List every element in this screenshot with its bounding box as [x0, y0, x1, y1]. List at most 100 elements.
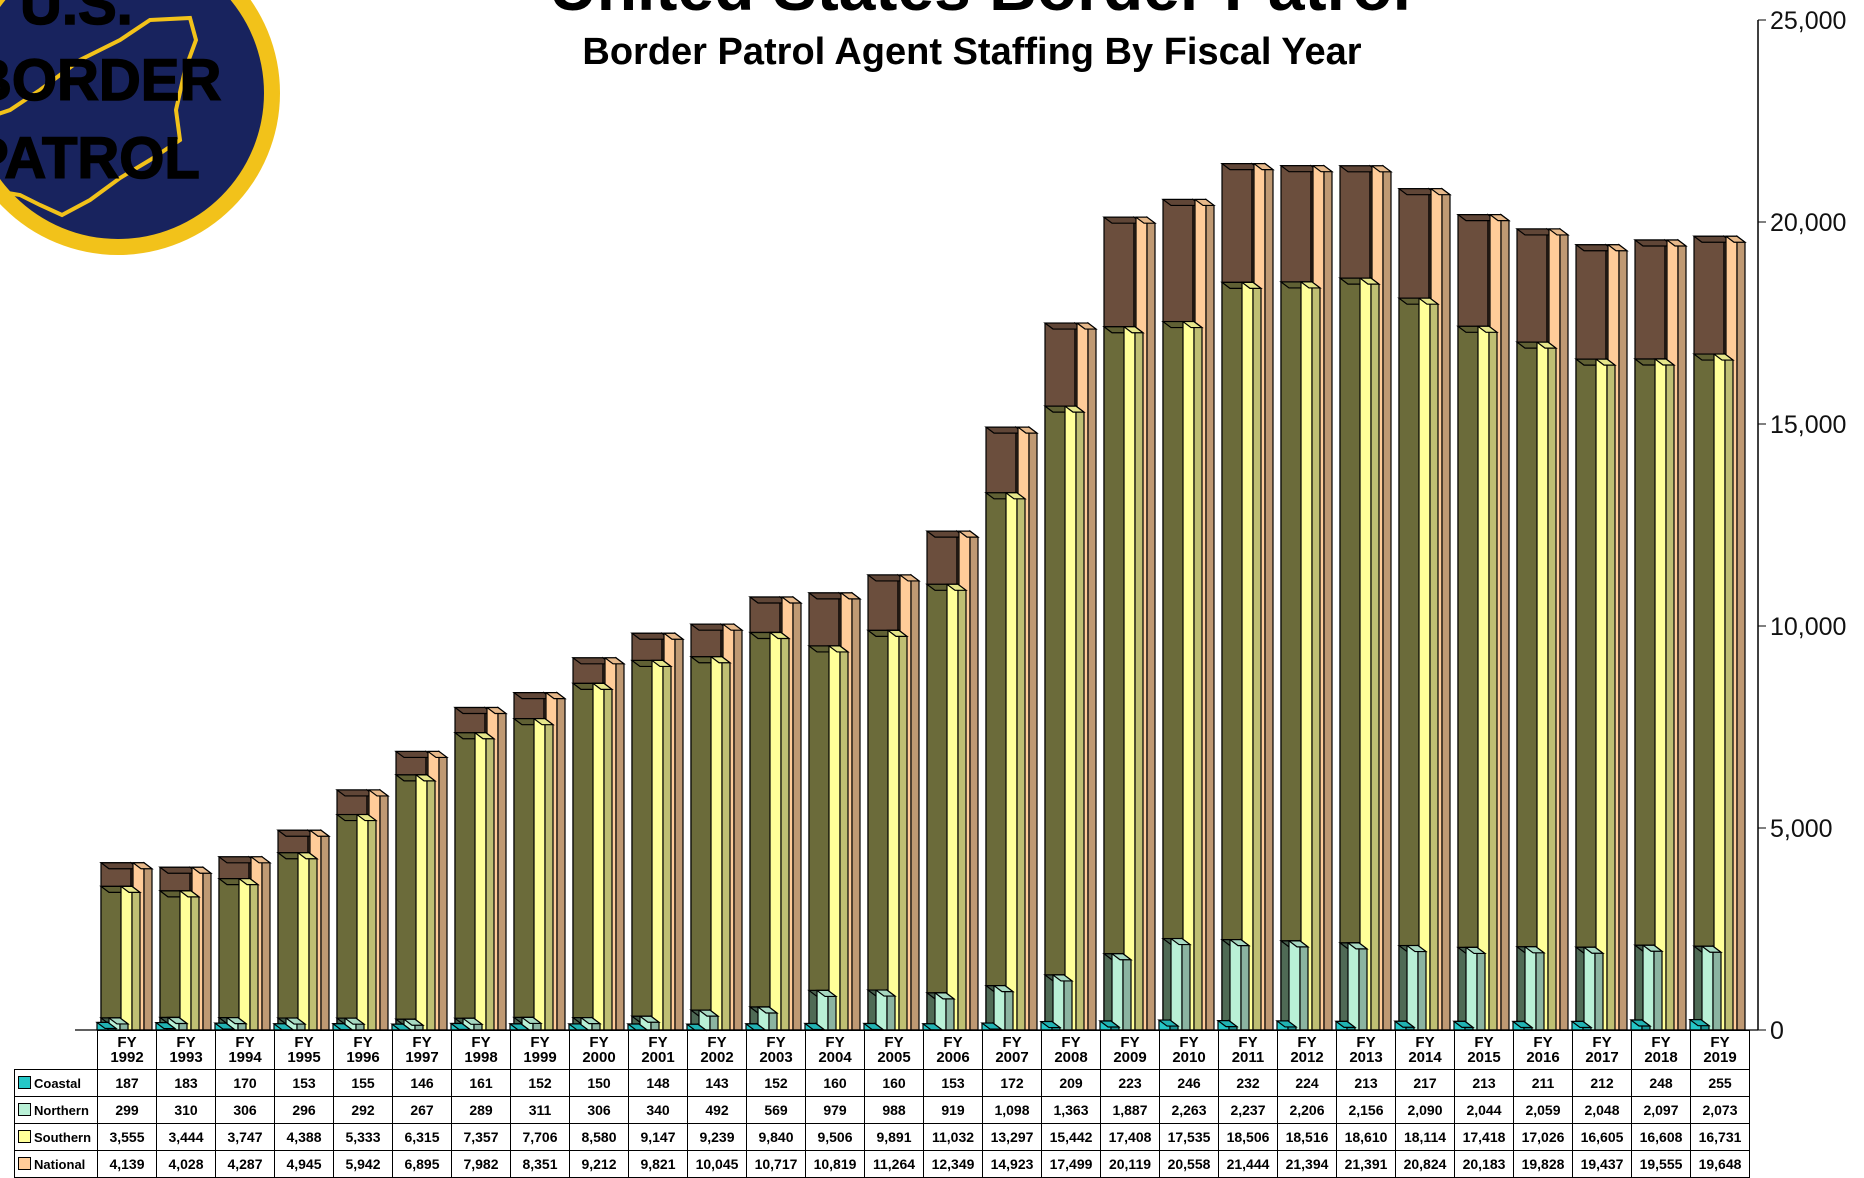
bar-southern-front	[709, 655, 732, 1031]
bar-northern-front	[756, 1005, 779, 1031]
bar-northern-front	[1228, 938, 1251, 1031]
data-cell: 988	[864, 1096, 924, 1124]
bar-southern-front	[886, 629, 909, 1031]
bar-coastal-front	[390, 1022, 413, 1032]
bar-southern-front	[1712, 352, 1735, 1031]
data-cell: 9,840	[746, 1123, 806, 1151]
category-label: FY 2001	[628, 1030, 688, 1070]
bar-southern-front	[768, 631, 791, 1031]
data-cell: 246	[1159, 1069, 1219, 1097]
data-cell: 8,351	[510, 1150, 570, 1178]
legend-swatch	[18, 1102, 31, 1116]
logo-text-us: U.S.	[20, 0, 133, 37]
category-label: FY 2011	[1218, 1030, 1278, 1070]
data-cell: 4,388	[274, 1123, 334, 1151]
data-cell: 15,442	[1041, 1123, 1101, 1151]
category-label: FY 1992	[97, 1030, 157, 1070]
bar-southern-front	[532, 717, 555, 1031]
y-tick-label: 10,000	[1770, 613, 1846, 641]
category-label: FY 2008	[1041, 1030, 1101, 1070]
data-cell: 3,444	[156, 1123, 216, 1151]
data-cell: 2,237	[1218, 1096, 1278, 1124]
bar-southern-front	[945, 583, 968, 1031]
data-cell: 3,555	[97, 1123, 157, 1151]
bar-coastal-front	[1334, 1020, 1357, 1031]
data-cell: 170	[215, 1069, 275, 1097]
data-cell: 292	[333, 1096, 393, 1124]
data-cell: 19,437	[1572, 1150, 1632, 1178]
bar-northern-front	[1346, 941, 1369, 1031]
data-cell: 2,090	[1395, 1096, 1455, 1124]
data-cell: 569	[746, 1096, 806, 1124]
bar-northern-front	[697, 1008, 720, 1031]
data-cell: 17,408	[1100, 1123, 1160, 1151]
table-row: Coastal 187 183 170 153 155 146 161 152 150 148 143…	[14, 1069, 1750, 1097]
data-cell: 2,156	[1336, 1096, 1396, 1124]
table-row: Southern 3,555 3,444 3,747 4,388 5,333 6,315 7,…	[14, 1123, 1750, 1151]
data-cell: 7,706	[510, 1123, 570, 1151]
bar-coastal-front	[1570, 1020, 1593, 1031]
bar-northern-front	[1582, 946, 1605, 1031]
legend-entry: Northern	[14, 1096, 98, 1124]
data-cell: 6,315	[392, 1123, 452, 1151]
data-cell: 7,357	[451, 1123, 511, 1151]
us-map-outline	[0, 15, 199, 218]
table-row: Northern 299 310 306 296 292 267 289 311 306 340 49…	[14, 1096, 1750, 1124]
data-cell: 4,287	[215, 1150, 275, 1178]
data-cell: 289	[451, 1096, 511, 1124]
bar-coastal-front	[1629, 1018, 1652, 1031]
data-cell: 21,444	[1218, 1150, 1278, 1178]
table-corner	[15, 1031, 98, 1070]
data-cell: 19,828	[1513, 1150, 1573, 1178]
data-cell: 2,263	[1159, 1096, 1219, 1124]
bar-southern-front	[119, 885, 142, 1031]
bar-northern-front	[1464, 946, 1487, 1031]
data-cell: 21,394	[1277, 1150, 1337, 1178]
data-cell: 255	[1690, 1069, 1750, 1097]
category-label: FY 1997	[392, 1030, 452, 1070]
data-cell: 211	[1513, 1069, 1573, 1097]
category-label: FY 2006	[923, 1030, 983, 1070]
data-cell: 213	[1454, 1069, 1514, 1097]
data-cell: 16,731	[1690, 1123, 1750, 1151]
bar-coastal-front	[567, 1022, 590, 1031]
data-cell: 20,824	[1395, 1150, 1455, 1178]
data-cell: 6,895	[392, 1150, 452, 1178]
data-cell: 299	[97, 1096, 157, 1124]
bar-coastal-front	[1275, 1019, 1298, 1031]
data-cell: 155	[333, 1069, 393, 1097]
category-label: FY 2014	[1395, 1030, 1455, 1070]
category-label: FY 1993	[156, 1030, 216, 1070]
bar-coastal-front	[154, 1021, 177, 1031]
logo-background	[0, 0, 264, 239]
data-cell: 150	[569, 1069, 629, 1097]
bar-coastal-front	[685, 1023, 708, 1032]
data-cell: 2,206	[1277, 1096, 1337, 1124]
data-cell: 19,648	[1690, 1150, 1750, 1178]
data-table: FY 1992 FY 1993 FY 1994 FY 1995 FY 1996 FY 1997 FY 19…	[14, 1030, 1750, 1178]
data-cell: 13,297	[982, 1123, 1042, 1151]
category-label: FY 2019	[1690, 1030, 1750, 1070]
bar-southern-front	[1358, 276, 1381, 1031]
category-label: FY 1995	[274, 1030, 334, 1070]
bar-southern-front	[1240, 281, 1263, 1031]
data-cell: 232	[1218, 1069, 1278, 1097]
data-cell: 4,139	[97, 1150, 157, 1178]
data-cell: 9,147	[628, 1123, 688, 1151]
data-cell: 5,942	[333, 1150, 393, 1178]
category-label: FY 1998	[451, 1030, 511, 1070]
bar-southern-front	[296, 851, 319, 1031]
data-cell: 209	[1041, 1069, 1101, 1097]
category-label: FY 1999	[510, 1030, 570, 1070]
data-cell: 296	[274, 1096, 334, 1124]
data-cell: 310	[156, 1096, 216, 1124]
bar-southern-front	[237, 877, 260, 1031]
bar-southern-front	[827, 644, 850, 1031]
bar-southern-front	[414, 773, 437, 1031]
data-cell: 213	[1336, 1069, 1396, 1097]
data-cell: 1,363	[1041, 1096, 1101, 1124]
data-cell: 146	[392, 1069, 452, 1097]
data-cell: 2,059	[1513, 1096, 1573, 1124]
bar-northern-front	[1523, 945, 1546, 1031]
